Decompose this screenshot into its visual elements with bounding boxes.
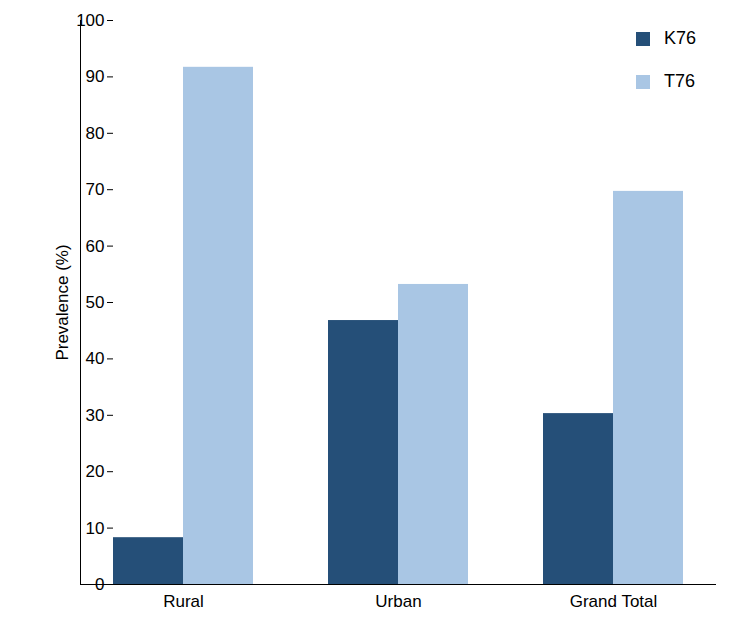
svg-text:100: 100 (76, 10, 105, 30)
svg-text:10: 10 (86, 519, 105, 538)
svg-text:0: 0 (95, 574, 105, 594)
svg-text:80: 80 (86, 124, 105, 143)
svg-text:70: 70 (86, 180, 105, 199)
html-text:K76: K76 (664, 28, 696, 48)
svg-text:30: 30 (86, 406, 105, 425)
svg-text:20: 20 (86, 462, 105, 481)
html-text:T76: T76 (664, 71, 695, 91)
svg-text:Urban: Urban (375, 592, 421, 611)
svg-text:90: 90 (86, 67, 105, 86)
svg-text:40: 40 (86, 349, 105, 368)
svg-text:50: 50 (86, 293, 105, 312)
svg-text:60: 60 (86, 237, 105, 256)
svg-text:Rural: Rural (163, 592, 204, 611)
svg-text:Grand Total: Grand Total (570, 592, 658, 611)
svg-text:Prevalence (%): Prevalence (%) (53, 244, 72, 360)
